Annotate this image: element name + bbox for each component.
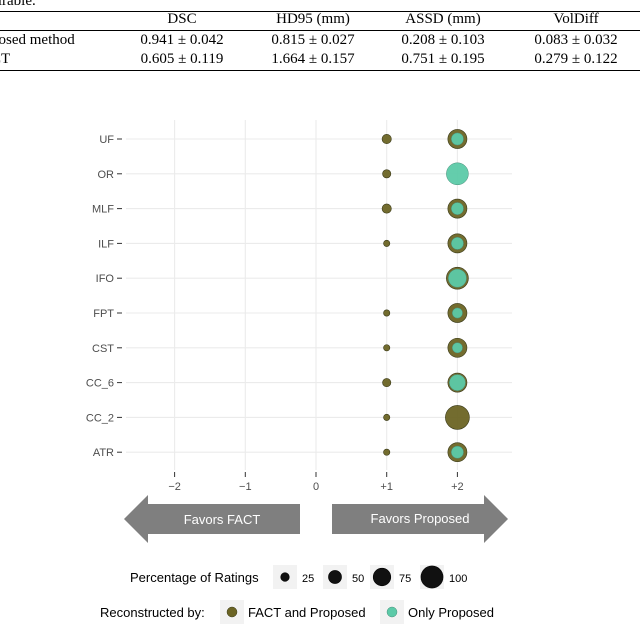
x-tick-label: +1 <box>380 481 393 493</box>
header-hd95: HD95 (mm) <box>276 11 350 27</box>
arrow-favors-fact <box>124 495 300 543</box>
cell-proposed-dsc: 0.941 ± 0.042 <box>140 32 224 48</box>
point-only-proposed <box>451 237 464 250</box>
point-fact-and-proposed <box>381 203 392 214</box>
point-fact-and-proposed <box>381 134 392 144</box>
color-legend-label: Only Proposed <box>408 605 494 620</box>
size-legend-key <box>328 570 342 584</box>
cell-proposed-voldiff: 0.083 ± 0.032 <box>534 32 618 48</box>
color-legend-title: Reconstructed by: <box>100 605 205 620</box>
row-label-fact: CT <box>0 51 11 67</box>
y-tick-label: CST <box>92 343 114 355</box>
y-tick-label: CC_6 <box>86 378 114 390</box>
legends: Percentage of Ratings 25 50 75 100 Reconstruc… <box>100 565 494 624</box>
size-legend-label: 25 <box>302 573 314 585</box>
y-axis: UF OR MLF ILF IFO FPT CST CC_6 CC_2 ATR <box>86 134 122 459</box>
cell-proposed-hd95: 0.815 ± 0.027 <box>271 32 355 48</box>
table-top-rule <box>0 11 640 12</box>
row-label-proposed: posed method <box>0 32 75 48</box>
arrow-label-favors-proposed: Favors Proposed <box>371 511 470 526</box>
color-legend-label: FACT and Proposed <box>248 605 366 620</box>
size-legend-key <box>420 565 444 589</box>
data-points <box>381 129 470 463</box>
size-legend-label: 75 <box>399 573 411 585</box>
point-only-proposed <box>452 342 463 354</box>
arrow-favors-proposed <box>332 495 508 543</box>
y-tick-label: IFO <box>96 273 115 285</box>
point-only-proposed <box>451 132 464 146</box>
y-tick-label: ILF <box>98 238 114 250</box>
header-dsc: DSC <box>167 11 197 27</box>
y-tick-label: ATR <box>93 447 114 459</box>
point-fact-and-proposed <box>383 344 391 352</box>
cell-proposed-assd: 0.208 ± 0.103 <box>401 32 485 48</box>
point-fact-and-proposed <box>383 239 391 247</box>
y-tick-label: FPT <box>93 308 114 320</box>
x-tick-label: +2 <box>451 481 464 493</box>
size-legend-label: 50 <box>352 573 364 585</box>
cell-fact-hd95: 1.664 ± 0.157 <box>271 51 355 67</box>
cell-fact-voldiff: 0.279 ± 0.122 <box>534 51 618 67</box>
point-only-proposed <box>451 445 464 459</box>
point-fact-and-proposed <box>383 413 391 421</box>
cell-fact-dsc: 0.605 ± 0.119 <box>140 51 224 67</box>
point-only-proposed <box>452 307 463 319</box>
table-bottom-rule <box>0 70 640 71</box>
point-fact-and-proposed <box>383 448 391 456</box>
table-header-rule <box>0 30 640 31</box>
table-caption: sirable. <box>0 0 36 9</box>
x-axis: −2 −1 0 +1 +2 <box>168 472 464 493</box>
x-tick-label: −1 <box>239 481 252 493</box>
point-fact-and-proposed <box>445 405 470 430</box>
point-fact-and-proposed <box>382 378 392 388</box>
favor-arrows: Favors FACT Favors Proposed <box>124 495 508 543</box>
size-legend-label: 100 <box>449 573 467 585</box>
point-only-proposed <box>448 268 467 288</box>
point-only-proposed <box>446 162 469 186</box>
size-legend-title: Percentage of Ratings <box>130 570 259 585</box>
x-tick-label: 0 <box>313 481 319 493</box>
point-only-proposed <box>449 374 466 391</box>
color-legend-key <box>386 606 398 618</box>
y-tick-label: CC_2 <box>86 412 114 424</box>
header-voldiff: VolDiff <box>553 11 599 27</box>
y-tick-label: UF <box>99 134 114 146</box>
point-fact-and-proposed <box>383 309 391 317</box>
header-assd: ASSD (mm) <box>405 11 481 27</box>
point-only-proposed <box>451 202 464 215</box>
arrow-label-favors-fact: Favors FACT <box>184 512 261 527</box>
x-tick-label: −2 <box>168 481 181 493</box>
y-tick-label: OR <box>98 169 115 181</box>
color-legend-key <box>226 606 238 618</box>
point-fact-and-proposed <box>382 169 392 179</box>
y-tick-label: MLF <box>92 204 114 216</box>
size-legend-key <box>280 572 290 582</box>
cell-fact-assd: 0.751 ± 0.195 <box>401 51 485 67</box>
size-legend-key <box>372 567 392 587</box>
